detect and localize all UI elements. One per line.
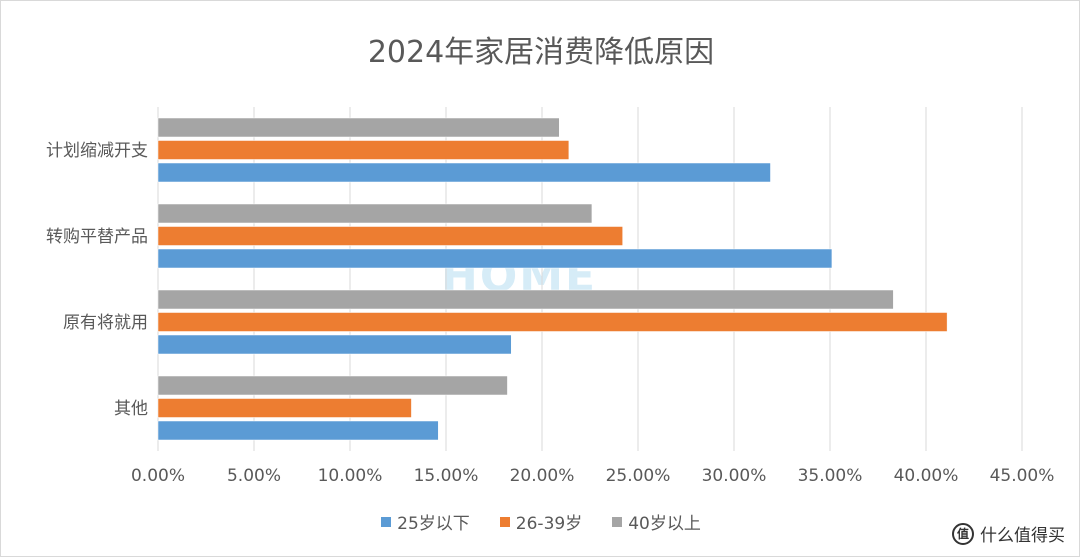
brand-logo: 值 什么值得买 (952, 521, 1065, 546)
legend-label: 25岁以下 (397, 514, 470, 534)
legend-label: 40岁以上 (628, 514, 701, 534)
legend-swatch (499, 516, 510, 527)
category-label: 计划缩减开支 (46, 141, 148, 161)
x-tick-label: 35.00% (798, 466, 863, 486)
x-tick-label: 30.00% (702, 466, 767, 486)
legend: 25岁以下 26-39岁 40岁以上 (1, 509, 1080, 534)
bar (157, 375, 508, 396)
legend-label: 26-39岁 (515, 514, 583, 534)
brand-icon: 值 (952, 522, 974, 545)
bar (157, 334, 512, 355)
legend-item: 40岁以上 (612, 509, 701, 534)
bar (157, 289, 894, 310)
legend-item: 26-39岁 (499, 509, 583, 534)
bar (157, 226, 623, 246)
bar (157, 312, 948, 332)
bar (157, 162, 771, 183)
legend-swatch (612, 516, 623, 527)
bar (157, 203, 593, 224)
x-tick-label: 20.00% (510, 466, 575, 486)
legend-swatch (381, 516, 392, 527)
x-tick-label: 10.00% (318, 466, 383, 486)
legend-item: 25岁以下 (381, 509, 470, 534)
brand-text: 什么值得买 (980, 526, 1065, 546)
x-tick-label: 0.00% (131, 466, 185, 486)
x-tick-label: 25.00% (606, 466, 671, 486)
x-tick-label: 45.00% (990, 466, 1055, 486)
bar (157, 248, 833, 269)
x-tick-label: 15.00% (414, 466, 479, 486)
chart-title: 2024年家居消费降低原因 (367, 35, 715, 70)
x-tick-label: 40.00% (894, 466, 959, 486)
bar (157, 398, 412, 418)
category-label: 原有将就用 (63, 313, 148, 333)
category-label: 其他 (114, 399, 148, 419)
bar (157, 140, 570, 160)
bar (157, 420, 439, 441)
x-tick-label: 5.00% (227, 466, 281, 486)
bar (157, 117, 560, 138)
category-label: 转购平替产品 (46, 227, 148, 247)
